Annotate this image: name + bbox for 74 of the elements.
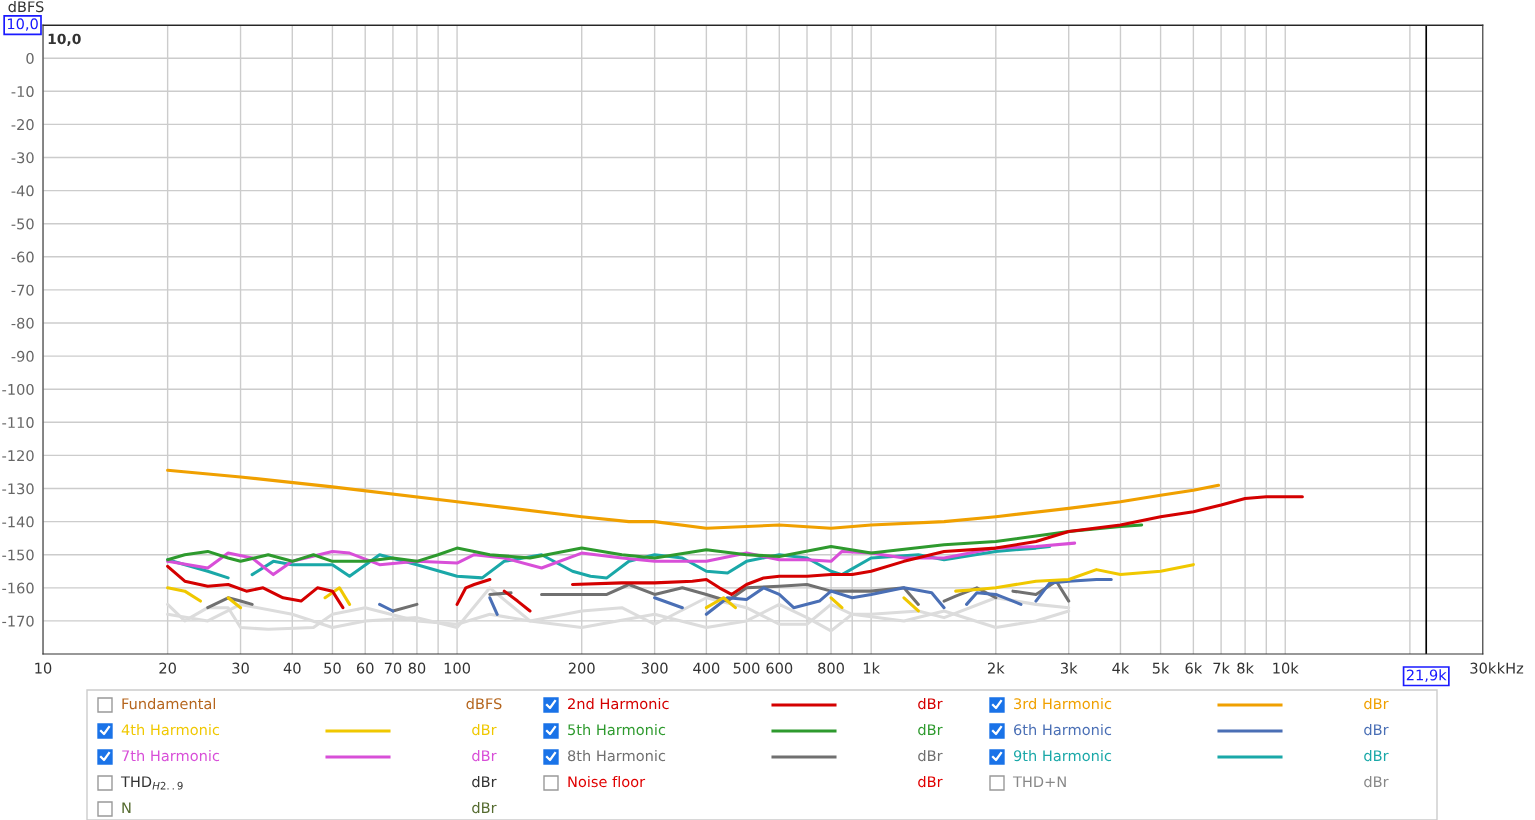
y-tick-label: 0 [26, 52, 34, 64]
text: dBr [1364, 697, 1389, 710]
text: dBr [918, 723, 943, 736]
y-tick-label: -70 [11, 284, 34, 296]
x-tick-label: 8k [1237, 662, 1254, 674]
x-tick-label: 20 [159, 662, 176, 674]
y-tick-label: -160 [2, 582, 34, 594]
x-tick-label: 2k [988, 662, 1005, 674]
y-tick-label: -20 [11, 119, 34, 131]
text: 8th Harmonic [567, 749, 666, 762]
text: dBr [1364, 775, 1389, 788]
y-tick-label: -90 [11, 350, 34, 362]
ref-line-label: 21,9k [1406, 669, 1447, 682]
x-tick-label: 80 [408, 662, 426, 674]
text: 6th Harmonic [1014, 723, 1112, 736]
text: Noise floor [568, 775, 646, 788]
x-tick-label: 40 [283, 662, 301, 674]
x-tick-label: 70 [384, 662, 402, 674]
text: dBr [472, 723, 497, 736]
x-tick-label: 30k [1470, 662, 1497, 674]
x-tick-label: 50 [324, 662, 341, 674]
text: dBr [1364, 723, 1389, 736]
x-tick-label: 800 [818, 662, 844, 674]
ref-line-label: 10,0 [7, 18, 38, 31]
text: 3rd Harmonic [1014, 697, 1112, 710]
x-tick-label: 5k [1152, 662, 1170, 674]
text: THD+N [1012, 776, 1066, 788]
y-tick-label: -30 [11, 152, 34, 164]
text: dBr [1364, 749, 1389, 762]
x-tick-label: 60 [356, 662, 374, 674]
y-tick-label: -50 [11, 218, 34, 230]
y-tick-label: -150 [2, 549, 34, 561]
y-tick-label: -110 [2, 417, 34, 429]
text: dBr [472, 749, 497, 762]
text: dBr [472, 775, 497, 788]
text: 9th Harmonic [1013, 749, 1112, 762]
y-tick-label: -60 [11, 251, 34, 263]
x-tick-label: 1k [863, 662, 880, 674]
y-tick-label: -130 [2, 483, 34, 495]
x-tick-label: 30 [232, 662, 249, 674]
text: 5th Harmonic [568, 723, 666, 736]
x-tick-label: 500 [733, 662, 760, 674]
y-tick-label: -100 [2, 383, 34, 395]
text: dBr [918, 775, 943, 788]
x-tick-label: 6k [1185, 662, 1203, 674]
x-axis-title: kHz [1498, 662, 1524, 674]
x-tick-label: 600 [766, 662, 793, 674]
text: dBr [918, 749, 943, 762]
text: 7th Harmonic [122, 749, 220, 762]
x-tick-label: 10k [1273, 662, 1299, 674]
x-tick-label: 300 [641, 662, 668, 674]
text: dBr [918, 697, 943, 710]
text: dBr [472, 801, 497, 814]
x-tick-label: 4k [1112, 662, 1130, 674]
text: dBFS [466, 697, 502, 710]
y-tick-label: -40 [11, 185, 34, 197]
x-tick-label: 100 [444, 662, 471, 674]
x-tick-label: 3k [1060, 662, 1078, 674]
x-tick-label: 400 [693, 662, 720, 674]
y-tick-label: -170 [2, 615, 34, 627]
y-tick-label: -120 [2, 450, 34, 462]
text: THD$_{H2..9}$ [120, 776, 183, 790]
text: N [122, 802, 131, 814]
y-tick-label: -10 [11, 86, 34, 98]
y-tick-label: -80 [11, 317, 34, 329]
text: Fundamental [122, 697, 216, 710]
x-tick-label: 7k [1213, 662, 1230, 674]
y-tick-label: -140 [2, 516, 34, 528]
y-axis-title: dBFS [8, 0, 44, 13]
text: 2nd Harmonic [568, 697, 669, 710]
x-tick-label: 10 [35, 662, 52, 674]
x-tick-label: 200 [568, 662, 595, 674]
text: 4th Harmonic [121, 723, 220, 736]
annotation: 10,0 [48, 33, 81, 46]
